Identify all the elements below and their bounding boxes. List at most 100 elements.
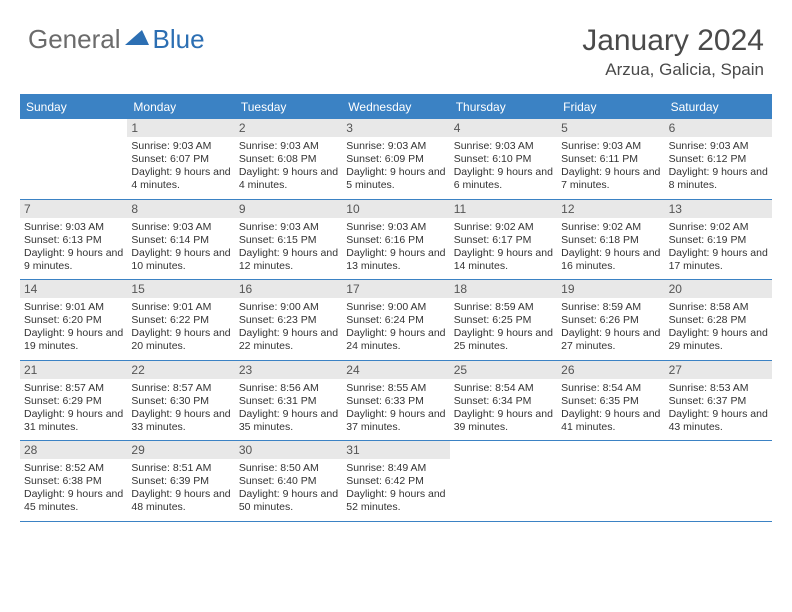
day-cell: 2Sunrise: 9:03 AMSunset: 6:08 PMDaylight… (235, 119, 342, 199)
day-number: 15 (127, 280, 234, 298)
sunset-line: Sunset: 6:40 PM (239, 475, 338, 488)
sunrise-line: Sunrise: 8:49 AM (346, 462, 445, 475)
sunset-line: Sunset: 6:20 PM (24, 314, 123, 327)
day-cell: 29 Sunrise: 8:51 AMSunset: 6:39 PMDayligh… (127, 441, 234, 521)
sunrise-line: Sunrise: 9:03 AM (454, 140, 553, 153)
sunrise-line: Sunrise: 8:53 AM (669, 382, 768, 395)
day-cell: 1Sunrise: 9:03 AMSunset: 6:07 PMDaylight… (127, 119, 234, 199)
daylight-line: Daylight: 9 hours and 8 minutes. (669, 166, 768, 192)
week-row: 28Sunrise: 8:52 AMSunset: 6:38 PMDayligh… (20, 441, 772, 522)
daylight-line: Daylight: 9 hours and 35 minutes. (239, 408, 338, 434)
weekday-header: Thursday (450, 96, 557, 119)
day-cell: 12Sunrise: 9:02 AMSunset: 6:18 PMDayligh… (557, 200, 664, 280)
day-cell (665, 441, 772, 521)
sunset-line: Sunset: 6:30 PM (131, 395, 230, 408)
sunrise-line: Sunrise: 9:03 AM (239, 221, 338, 234)
sunrise-line: Sunrise: 9:03 AM (561, 140, 660, 153)
sunset-line: Sunset: 6:19 PM (669, 234, 768, 247)
daylight-line: Daylight: 9 hours and 29 minutes. (669, 327, 768, 353)
day-number: 25 (450, 361, 557, 379)
day-number: 28 (20, 441, 127, 459)
day-number: 7 (20, 200, 127, 218)
weekday-header: Friday (557, 96, 664, 119)
sunrise-line: Sunrise: 9:02 AM (669, 221, 768, 234)
week-row: 7Sunrise: 9:03 AMSunset: 6:13 PMDaylight… (20, 200, 772, 281)
sunrise-line: Sunrise: 9:03 AM (669, 140, 768, 153)
sunset-line: Sunset: 6:08 PM (239, 153, 338, 166)
day-number: 31 (342, 441, 449, 459)
sunset-line: Sunset: 6:34 PM (454, 395, 553, 408)
day-number: 3 (342, 119, 449, 137)
daylight-line: Daylight: 9 hours and 9 minutes. (24, 247, 123, 273)
day-number: 16 (235, 280, 342, 298)
day-cell: 21 Sunrise: 8:57 AMSunset: 6:29 PMDayligh… (20, 361, 127, 441)
daylight-line: Daylight: 9 hours and 22 minutes. (239, 327, 338, 353)
day-number: 26 (557, 361, 664, 379)
daylight-line: Daylight: 9 hours and 50 minutes. (239, 488, 338, 514)
daylight-line: Daylight: 9 hours and 31 minutes. (24, 408, 123, 434)
location: Arzua, Galicia, Spain (582, 60, 764, 80)
daylight-line: Daylight: 9 hours and 6 minutes. (454, 166, 553, 192)
day-cell: 5Sunrise: 9:03 AMSunset: 6:11 PMDaylight… (557, 119, 664, 199)
daylight-line: Daylight: 9 hours and 14 minutes. (454, 247, 553, 273)
sunrise-line: Sunrise: 8:58 AM (669, 301, 768, 314)
sunset-line: Sunset: 6:37 PM (669, 395, 768, 408)
logo-text-general: General (28, 24, 121, 55)
day-number: 22 (127, 361, 234, 379)
day-number: 4 (450, 119, 557, 137)
sunset-line: Sunset: 6:11 PM (561, 153, 660, 166)
sunset-line: Sunset: 6:29 PM (24, 395, 123, 408)
sunset-line: Sunset: 6:18 PM (561, 234, 660, 247)
day-cell: 13Sunrise: 9:02 AMSunset: 6:19 PMDayligh… (665, 200, 772, 280)
day-number: 27 (665, 361, 772, 379)
daylight-line: Daylight: 9 hours and 48 minutes. (131, 488, 230, 514)
weekday-header: Sunday (20, 96, 127, 119)
sunrise-line: Sunrise: 8:57 AM (131, 382, 230, 395)
sunset-line: Sunset: 6:09 PM (346, 153, 445, 166)
weeks-container: 1Sunrise: 9:03 AMSunset: 6:07 PMDaylight… (20, 119, 772, 522)
day-cell: 17Sunrise: 9:00 AMSunset: 6:24 PMDayligh… (342, 280, 449, 360)
day-cell: 15Sunrise: 9:01 AMSunset: 6:22 PMDayligh… (127, 280, 234, 360)
daylight-line: Daylight: 9 hours and 20 minutes. (131, 327, 230, 353)
day-number: 17 (342, 280, 449, 298)
logo-triangle-icon (125, 27, 151, 52)
sunset-line: Sunset: 6:35 PM (561, 395, 660, 408)
sunrise-line: Sunrise: 9:03 AM (239, 140, 338, 153)
daylight-line: Daylight: 9 hours and 43 minutes. (669, 408, 768, 434)
sunset-line: Sunset: 6:26 PM (561, 314, 660, 327)
sunrise-line: Sunrise: 9:02 AM (561, 221, 660, 234)
sunset-line: Sunset: 6:17 PM (454, 234, 553, 247)
sunrise-line: Sunrise: 9:00 AM (346, 301, 445, 314)
day-cell: 19Sunrise: 8:59 AMSunset: 6:26 PMDayligh… (557, 280, 664, 360)
day-cell: 25Sunrise: 8:54 AMSunset: 6:34 PMDayligh… (450, 361, 557, 441)
day-number: 10 (342, 200, 449, 218)
header: General Blue January 2024 Arzua, Galicia… (0, 0, 792, 88)
sunrise-line: Sunrise: 8:59 AM (454, 301, 553, 314)
day-number: 20 (665, 280, 772, 298)
logo-text-blue: Blue (153, 24, 205, 55)
day-cell: 30Sunrise: 8:50 AMSunset: 6:40 PMDayligh… (235, 441, 342, 521)
day-number: 2 (235, 119, 342, 137)
sunrise-line: Sunrise: 9:02 AM (454, 221, 553, 234)
month-title: January 2024 (582, 24, 764, 58)
sunrise-line: Sunrise: 8:51 AM (131, 462, 230, 475)
sunrise-line: Sunrise: 8:50 AM (239, 462, 338, 475)
day-number: 18 (450, 280, 557, 298)
sunset-line: Sunset: 6:39 PM (131, 475, 230, 488)
sunrise-line: Sunrise: 8:55 AM (346, 382, 445, 395)
day-number: 19 (557, 280, 664, 298)
day-number: 21 (20, 361, 127, 379)
day-number: 1 (127, 119, 234, 137)
daylight-line: Daylight: 9 hours and 33 minutes. (131, 408, 230, 434)
sunset-line: Sunset: 6:15 PM (239, 234, 338, 247)
day-cell: 14Sunrise: 9:01 AMSunset: 6:20 PMDayligh… (20, 280, 127, 360)
day-cell: 11Sunrise: 9:02 AMSunset: 6:17 PMDayligh… (450, 200, 557, 280)
sunrise-line: Sunrise: 9:03 AM (131, 221, 230, 234)
sunrise-line: Sunrise: 8:57 AM (24, 382, 123, 395)
day-number: 5 (557, 119, 664, 137)
weekday-header-row: SundayMondayTuesdayWednesdayThursdayFrid… (20, 96, 772, 119)
daylight-line: Daylight: 9 hours and 39 minutes. (454, 408, 553, 434)
day-number: 29 (127, 441, 234, 459)
day-cell: 8Sunrise: 9:03 AMSunset: 6:14 PMDaylight… (127, 200, 234, 280)
weekday-header: Saturday (665, 96, 772, 119)
